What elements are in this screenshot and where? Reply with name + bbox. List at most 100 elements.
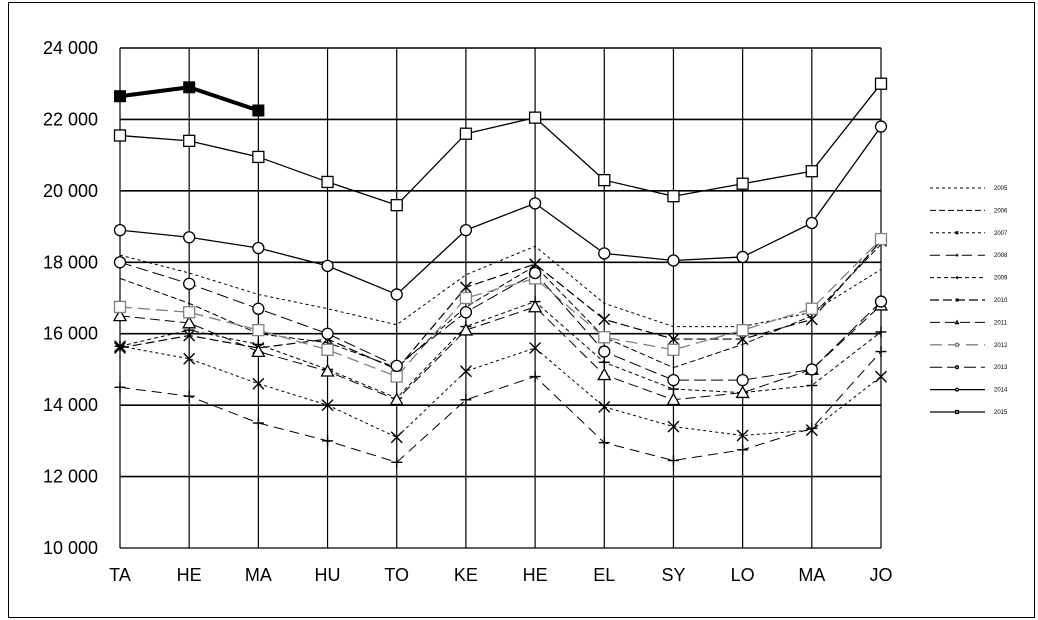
data-point-circle bbox=[252, 241, 265, 255]
data-point-circle bbox=[390, 359, 403, 373]
x-tick-label: HU bbox=[315, 565, 341, 585]
data-point-filled-square bbox=[183, 81, 196, 94]
data-point-x bbox=[667, 420, 680, 433]
legend-item: 2007 bbox=[930, 231, 1008, 237]
data-point-square bbox=[805, 165, 818, 178]
data-point-plus bbox=[737, 444, 749, 456]
series-line-2008 bbox=[119, 351, 882, 463]
data-point-triangle bbox=[320, 363, 335, 377]
y-tick-label: 20 000 bbox=[43, 181, 98, 201]
legend-label: 2010 bbox=[994, 298, 1008, 304]
data-point-x-stroke bbox=[667, 420, 680, 433]
x-tick-label: LO bbox=[731, 565, 755, 585]
series-line-2014 bbox=[119, 126, 882, 296]
gridlines bbox=[119, 47, 882, 549]
data-point-circle bbox=[598, 345, 611, 358]
series-line-2010 bbox=[119, 240, 882, 371]
data-point-circle bbox=[528, 266, 542, 280]
legend-label: 2007 bbox=[994, 231, 1008, 237]
data-point-square bbox=[113, 300, 127, 314]
data-point-x bbox=[875, 370, 887, 383]
data-point-x bbox=[955, 298, 959, 302]
data-point-x-stroke bbox=[114, 342, 126, 354]
data-point-x-stroke bbox=[529, 258, 542, 271]
data-point-plus bbox=[955, 276, 959, 279]
data-point-x bbox=[321, 399, 334, 412]
x-tick-label: KE bbox=[454, 565, 478, 585]
data-point-circle bbox=[528, 197, 542, 210]
data-point-x-stroke bbox=[598, 400, 611, 413]
data-point-circle bbox=[954, 387, 960, 392]
x-axis-ticks: TA HE MA HU TO KE HE EL SY LO MA JO bbox=[109, 565, 892, 585]
data-point-plus bbox=[183, 390, 195, 402]
series-line-2007 bbox=[119, 345, 882, 438]
data-point-plus bbox=[391, 456, 403, 468]
y-tick-label: 22 000 bbox=[43, 109, 98, 129]
data-point-x bbox=[598, 400, 611, 413]
legend-item: 2013 bbox=[930, 365, 1008, 371]
legend-label: 2006 bbox=[994, 208, 1008, 214]
data-point-x bbox=[183, 352, 196, 365]
data-point-square bbox=[805, 302, 818, 315]
data-point-triangle bbox=[954, 319, 960, 325]
series-line-2012 bbox=[119, 238, 882, 378]
data-point-x bbox=[459, 281, 472, 294]
data-point-x-stroke bbox=[875, 370, 887, 383]
data-point-circle bbox=[183, 231, 196, 244]
data-point-plus bbox=[806, 422, 818, 434]
data-point-triangle bbox=[597, 367, 612, 381]
y-axis-ticks: 10 000 12 000 14 000 16 000 18 000 20 000 22 0… bbox=[43, 38, 98, 558]
data-point-square bbox=[667, 343, 680, 356]
data-point-circle bbox=[390, 288, 403, 301]
data-point-x-stroke bbox=[667, 333, 680, 346]
data-point-circle bbox=[736, 250, 749, 264]
data-point-filled-square bbox=[252, 104, 265, 117]
data-point-x bbox=[736, 429, 749, 442]
data-point-x bbox=[183, 329, 196, 342]
data-point-x-stroke bbox=[183, 352, 196, 365]
series-markers bbox=[112, 77, 889, 468]
data-point-square bbox=[874, 77, 888, 90]
legend-label: 2012 bbox=[994, 343, 1008, 349]
data-point-triangle bbox=[182, 315, 197, 329]
data-point-square bbox=[183, 306, 196, 319]
legend-label: 2009 bbox=[994, 276, 1008, 282]
y-tick-label: 24 000 bbox=[43, 38, 98, 58]
data-point-square bbox=[390, 198, 403, 212]
data-point-x-stroke bbox=[183, 329, 196, 342]
series-line-2006 bbox=[119, 244, 882, 369]
data-point-plus bbox=[667, 455, 679, 466]
legend: 2005 2006 2007 2008 2009 2010 2011 2012 2013 2014… bbox=[930, 186, 1008, 416]
data-point-square bbox=[113, 129, 127, 142]
data-point-x bbox=[667, 333, 680, 346]
data-point-circle bbox=[954, 365, 960, 370]
data-point-circle bbox=[113, 256, 127, 269]
data-point-x bbox=[955, 230, 959, 235]
data-point-x-stroke bbox=[598, 313, 611, 326]
data-point-square bbox=[459, 127, 473, 140]
data-point-x bbox=[459, 365, 472, 378]
x-tick-label: MA bbox=[798, 565, 825, 585]
data-point-x-stroke bbox=[321, 399, 334, 412]
legend-label: 2013 bbox=[994, 365, 1008, 371]
data-point-square bbox=[954, 342, 960, 347]
data-point-x bbox=[390, 431, 403, 444]
data-point-square bbox=[321, 175, 334, 189]
legend-label: 2015 bbox=[994, 410, 1008, 416]
series-line-2013 bbox=[119, 261, 882, 381]
y-tick-label: 10 000 bbox=[43, 538, 98, 558]
data-point-square bbox=[390, 370, 403, 383]
data-point-plus bbox=[460, 394, 472, 406]
data-point-plus bbox=[322, 435, 334, 447]
legend-label: 2005 bbox=[994, 186, 1008, 192]
data-point-x bbox=[114, 342, 126, 354]
data-point-circle bbox=[805, 363, 818, 376]
chart-frame bbox=[8, 2, 1035, 618]
legend-item: 2012 bbox=[930, 342, 1008, 349]
data-point-circle bbox=[667, 373, 680, 387]
data-point-plus bbox=[875, 346, 887, 358]
data-point-circle bbox=[459, 223, 473, 237]
data-point-x-stroke bbox=[459, 281, 472, 294]
data-point-x bbox=[252, 377, 265, 390]
